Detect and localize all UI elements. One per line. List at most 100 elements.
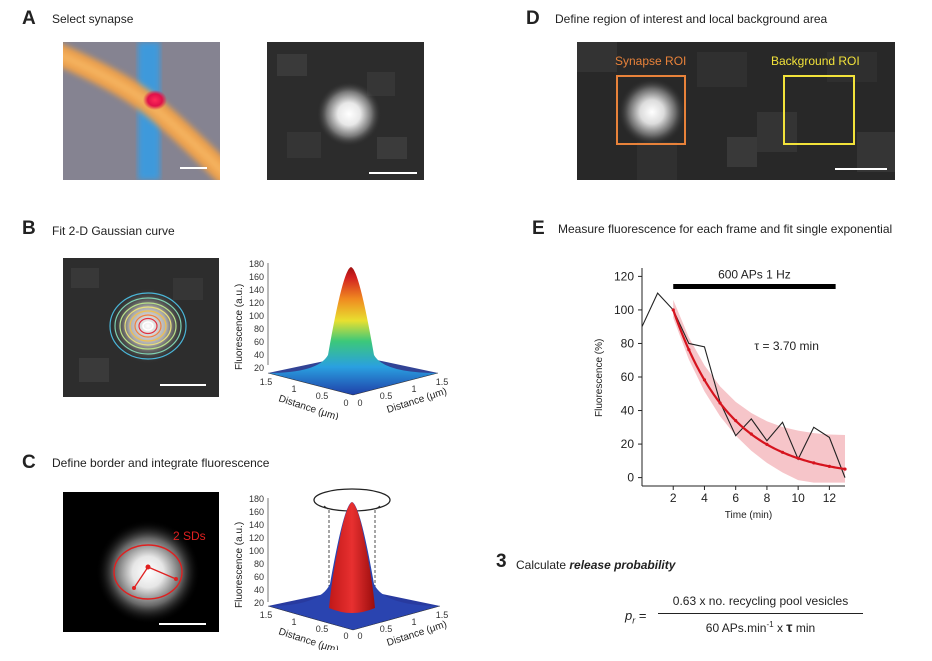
synapse-overview-image — [63, 42, 220, 180]
left-tick: 1.5 — [260, 610, 273, 620]
panel-title-b: Fit 2-D Gaussian curve — [52, 224, 175, 238]
fit-point — [812, 461, 816, 465]
right-tick: 0 — [357, 631, 362, 641]
stimulus-label: 600 APs 1 Hz — [718, 267, 791, 281]
right-axis-label: Distance (μm) — [386, 619, 449, 649]
integration-image: 2 SDs — [63, 492, 219, 632]
y-tick-label: 0 — [627, 471, 634, 485]
synapse-zoom-image — [267, 42, 424, 180]
right-tick: 0 — [357, 398, 362, 408]
denominator-c: min — [792, 621, 816, 635]
release-probability-formula: pr = 0.63 x no. recycling pool vesicles … — [625, 594, 865, 654]
x-tick-label: 8 — [764, 491, 771, 505]
denominator-sup: -1 — [766, 620, 774, 629]
fluorescence-decay-chart: 0 20 40 60 80 100 120 2 4 6 8 10 12 Fluorescence (%)… — [594, 267, 847, 521]
fit-point — [749, 432, 753, 436]
z-tick: 40 — [254, 585, 264, 595]
synapse-roi-box — [616, 75, 686, 145]
z-tick: 140 — [249, 520, 264, 530]
y-tick-label: 80 — [621, 336, 635, 350]
right-tick: 1 — [411, 617, 416, 627]
right-tick: 1 — [411, 384, 416, 394]
panel-title-c: Define border and integrate fluorescence — [52, 456, 270, 470]
y-tick-label: 120 — [614, 269, 634, 283]
z-tick: 160 — [249, 507, 264, 517]
formula-denominator: 60 APs.min-1 x τ min — [658, 619, 863, 635]
fit-point — [734, 419, 738, 423]
section-title-emph: release probability — [569, 558, 676, 572]
background-roi-label: Background ROI — [771, 54, 860, 68]
right-tick: 0.5 — [380, 391, 393, 401]
panel-title-e: Measure fluorescence for each frame and … — [558, 222, 893, 236]
exponential-fit-line — [672, 309, 846, 471]
panel-label-b: B — [22, 218, 36, 239]
x-tick-label: 12 — [823, 491, 837, 505]
panel-title-d: Define region of interest and local back… — [555, 12, 828, 26]
z-tick: 180 — [249, 259, 264, 269]
y-tick-label: 20 — [621, 437, 635, 451]
z-axis-label: Fluorescence (a.u.) — [234, 522, 245, 608]
panel-label-e: E — [532, 218, 545, 239]
denominator-a: 60 APs.min — [705, 621, 767, 635]
z-tick: 40 — [254, 350, 264, 360]
scale-bar — [835, 168, 887, 170]
formula-numerator: 0.63 x no. recycling pool vesicles — [672, 594, 849, 608]
section-number: 3 — [496, 551, 507, 572]
x-tick-label: 6 — [732, 491, 739, 505]
surface-plot-c: 180 160 140 120 100 80 60 40 20 Fluoresc… — [234, 488, 449, 650]
formula-equals: = — [638, 608, 647, 623]
scale-bar — [160, 384, 206, 386]
right-tick: 0.5 — [380, 624, 393, 634]
z-tick: 120 — [249, 298, 264, 308]
fit-point — [765, 442, 769, 447]
tau-label: τ = 3.70 min — [754, 339, 818, 353]
roi-image: Synapse ROI Background ROI — [577, 42, 895, 180]
left-tick: 0 — [343, 398, 348, 408]
scale-bar — [159, 623, 206, 625]
fit-point — [671, 308, 675, 312]
x-tick-label: 10 — [791, 491, 805, 505]
z-tick: 20 — [254, 363, 264, 373]
z-ticks-c: 180 160 140 120 100 80 60 40 20 — [249, 494, 264, 608]
fit-point — [827, 464, 831, 468]
fit-point — [796, 456, 800, 460]
left-tick: 0.5 — [316, 391, 329, 401]
panel-label-a: A — [22, 8, 36, 29]
right-tick: 1.5 — [436, 377, 449, 387]
z-tick: 140 — [249, 285, 264, 295]
z-ticks-b: 180 160 140 120 100 80 60 40 20 — [249, 259, 264, 373]
left-tick: 1.5 — [260, 377, 273, 387]
section-title: Calculate release probability — [516, 558, 675, 572]
fit-point — [718, 401, 722, 405]
x-tick-label: 2 — [670, 491, 677, 505]
scale-bar — [369, 172, 417, 174]
background-roi-box — [783, 75, 855, 145]
left-tick: 1 — [291, 617, 296, 627]
synapse-roi-label: Synapse ROI — [615, 54, 687, 68]
right-tick: 1.5 — [436, 610, 449, 620]
fit-point — [780, 450, 785, 454]
z-tick: 160 — [249, 272, 264, 282]
left-tick: 0.5 — [316, 624, 329, 634]
x-axis-label: Time (min) — [725, 510, 772, 521]
surface-plot-b: 180 160 140 120 100 80 60 40 20 Fluoresc… — [234, 259, 449, 420]
formula-p: p — [625, 608, 633, 623]
section-title-plain: Calculate — [516, 558, 570, 572]
z-tick: 180 — [249, 494, 264, 504]
scale-bar — [180, 167, 207, 169]
fit-confidence-band — [673, 299, 845, 483]
gaussian-contour-image — [63, 258, 219, 397]
left-axis-label: Distance (μm) — [277, 393, 340, 420]
z-tick: 20 — [254, 598, 264, 608]
z-tick: 80 — [254, 324, 264, 334]
panel-title-a: Select synapse — [52, 12, 134, 26]
fit-point — [702, 378, 707, 382]
y-axis-label: Fluorescence (%) — [594, 339, 605, 417]
z-axis-label: Fluorescence (a.u.) — [234, 284, 245, 370]
y-tick-label: 100 — [614, 303, 634, 317]
left-tick: 1 — [291, 384, 296, 394]
z-tick: 100 — [249, 311, 264, 321]
denominator-b: x — [773, 621, 787, 635]
fit-point — [843, 467, 847, 471]
z-tick: 100 — [249, 546, 264, 556]
